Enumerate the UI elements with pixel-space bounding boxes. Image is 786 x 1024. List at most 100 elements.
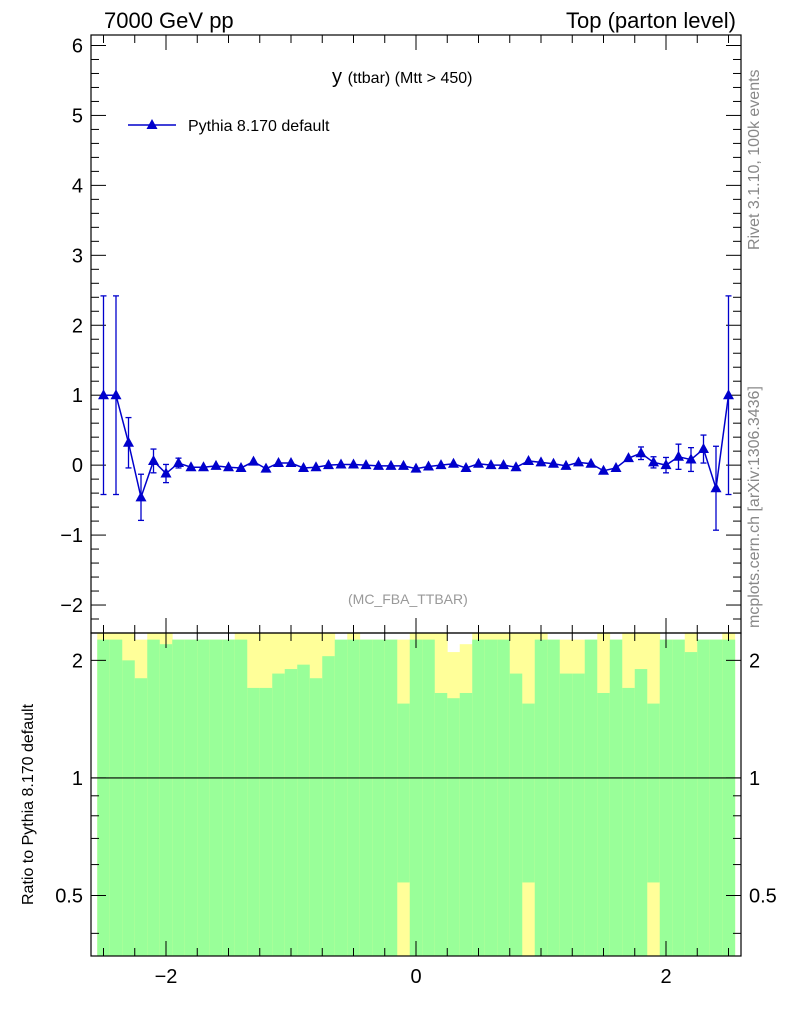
ratio-band-green [509, 673, 523, 956]
ratio-bands [97, 633, 736, 956]
ratio-y-tick-label-right: 1 [749, 768, 760, 790]
ratio-band-green [172, 639, 186, 956]
ratio-band-green [147, 639, 161, 956]
data-point [598, 464, 609, 475]
data-point [285, 457, 297, 468]
data-point [273, 457, 284, 468]
ratio-y-tick-label: 2 [72, 650, 83, 672]
ratio-band-green [559, 673, 573, 956]
ratio-band-green [659, 639, 673, 956]
ratio-band-green [722, 639, 736, 956]
data-point [298, 461, 309, 472]
ratio-band-green [297, 664, 311, 956]
data-point [660, 459, 672, 470]
ratio-band-green [159, 644, 173, 956]
data-point [460, 461, 472, 472]
ratio-band-green [472, 639, 486, 956]
data-point [348, 458, 359, 469]
legend: Pythia 8.170 default [128, 118, 330, 135]
energy-label: 7000 GeV pp [104, 8, 234, 33]
y-tick-label: 6 [72, 35, 83, 57]
y-tick-label: 4 [72, 175, 83, 197]
y-tick-label: 1 [72, 385, 83, 407]
ratio-band-green [334, 639, 348, 956]
data-point [223, 461, 234, 472]
ratio-band-green [434, 692, 448, 956]
data-point [185, 461, 197, 472]
ratio-y-tick-label-right: 2 [749, 650, 760, 672]
ratio-band-green [97, 639, 111, 956]
data-point [723, 389, 734, 400]
ratio-band-green [597, 692, 611, 956]
data-point [635, 447, 647, 458]
ratio-band-green [359, 639, 373, 956]
ratio-band-green [284, 669, 298, 956]
ratio-x-ticks: −2 0 2 [103, 633, 729, 988]
ratio-band-green [447, 698, 461, 956]
data-point [585, 457, 597, 468]
x-tick-label: −2 [155, 966, 178, 988]
ratio-band-green [697, 639, 711, 956]
data-point [148, 454, 159, 465]
data-point [160, 467, 172, 478]
data-point [448, 457, 459, 468]
data-point [410, 462, 422, 473]
plot-title-main: y [332, 66, 342, 88]
data-point [610, 461, 622, 472]
ratio-band-green [534, 639, 548, 956]
ratio-band-green [347, 639, 361, 956]
ratio-band-green [134, 678, 148, 956]
data-point [435, 459, 447, 470]
ratio-band-green [184, 639, 198, 956]
main-y-ticks: −2 −1 0 1 2 3 4 5 6 [60, 35, 741, 634]
data-point [548, 457, 559, 468]
data-point [323, 459, 334, 470]
data-point [473, 457, 484, 468]
process-label: Top (parton level) [566, 8, 736, 33]
data-point [673, 450, 684, 461]
data-point [398, 459, 409, 470]
data-point [535, 456, 547, 467]
ratio-y-tick-label-right: 0.5 [749, 886, 777, 908]
ratio-band-green [247, 687, 261, 956]
plot-title: y (ttbar) (Mtt > 450) [332, 66, 472, 89]
ratio-band-green [259, 687, 273, 956]
ratio-band-green [209, 639, 223, 956]
series-polyline [103, 394, 730, 501]
ratio-band-green [547, 639, 561, 956]
ratio-band-green [397, 703, 411, 883]
data-point [385, 459, 397, 470]
data-point [360, 459, 372, 470]
ratio-band-green [672, 639, 686, 956]
ratio-band-green [272, 673, 286, 956]
ratio-band-green [309, 678, 323, 956]
y-tick-label: −2 [60, 595, 83, 617]
data-point [235, 461, 247, 472]
ratio-y-tick-label: 1 [72, 768, 83, 790]
data-points [98, 389, 734, 502]
data-point [710, 482, 722, 493]
ratio-band-green [459, 692, 473, 956]
data-point [373, 459, 384, 470]
y-tick-label: −1 [60, 525, 83, 547]
data-point [623, 452, 634, 463]
data-point [685, 453, 697, 464]
data-point [210, 459, 222, 470]
data-point [560, 459, 572, 470]
legend-label: Pythia 8.170 default [188, 118, 330, 135]
ratio-band-green [622, 687, 636, 956]
ratio-band-green [384, 639, 398, 956]
ratio-band-green [584, 639, 598, 956]
ratio-band-green [109, 639, 123, 956]
plot-title-sub: (ttbar) (Mtt > 450) [347, 70, 473, 87]
data-point [698, 443, 709, 454]
ratio-band-green [197, 639, 211, 956]
ratio-band-green [609, 639, 623, 956]
ratio-band-green [322, 656, 336, 956]
y-tick-label: 2 [72, 315, 83, 337]
series-line [103, 394, 730, 501]
data-point [123, 436, 134, 447]
data-point [485, 459, 497, 470]
ratio-band-green [634, 669, 648, 956]
